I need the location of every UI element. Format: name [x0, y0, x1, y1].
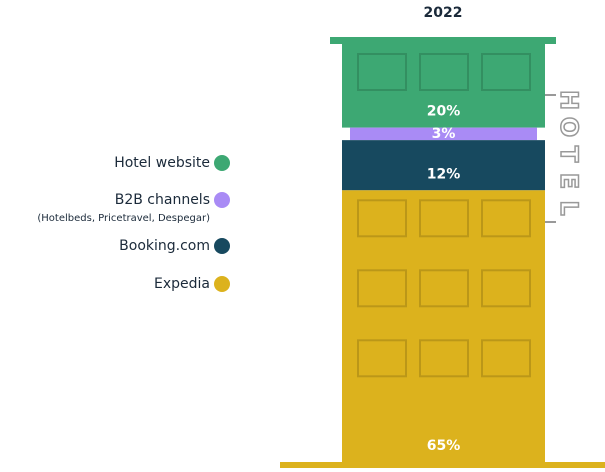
segment [350, 127, 537, 141]
legend-detail: (Hotelbeds, Pricetravel, Despegar) [37, 213, 210, 224]
value-label: 12% [427, 166, 461, 182]
sign-letter: T [555, 146, 583, 163]
segment [342, 44, 545, 128]
sign-letter: H [555, 90, 583, 110]
window [419, 339, 469, 378]
value-label: 65% [427, 438, 461, 454]
sign-letter: O [555, 117, 583, 137]
legend-dot [214, 155, 230, 171]
window [481, 339, 531, 378]
legend-dot [214, 276, 230, 292]
window [357, 53, 407, 91]
legend-label: Hotel website [114, 155, 210, 171]
legend-label: Booking.com [119, 238, 210, 254]
window [357, 339, 407, 378]
window [357, 269, 407, 308]
legend-dot [214, 238, 230, 254]
segment [342, 140, 545, 191]
roof [330, 37, 556, 44]
value-label: 20% [427, 104, 461, 120]
window [419, 53, 469, 91]
value-label: 3% [432, 126, 456, 142]
sign-letter: E [555, 173, 583, 189]
window [419, 269, 469, 308]
window [481, 199, 531, 238]
segment [342, 190, 545, 463]
legend-dot [214, 192, 230, 208]
ground [280, 462, 605, 468]
sign-letter: L [555, 200, 583, 215]
window [419, 199, 469, 238]
legend-label: B2B channels [115, 192, 210, 208]
window [481, 269, 531, 308]
legend-label: Expedia [154, 276, 210, 292]
chart-title: 2022 [424, 5, 463, 21]
window [357, 199, 407, 238]
window [481, 53, 531, 91]
